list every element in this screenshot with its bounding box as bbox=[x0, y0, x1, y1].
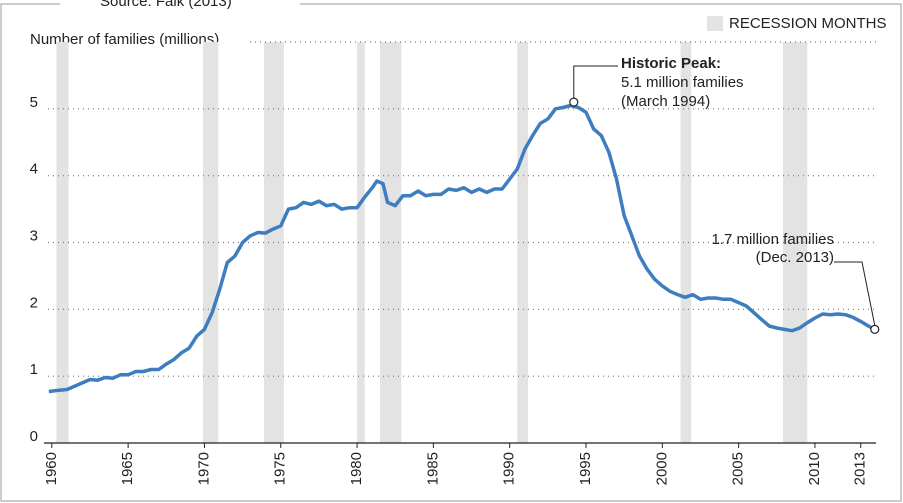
y-tick-label: 2 bbox=[30, 294, 38, 311]
x-tick-label: 1975 bbox=[272, 452, 289, 485]
legend-swatch bbox=[707, 16, 723, 31]
source: Source: Falk (2013) bbox=[100, 0, 232, 10]
y-tick-label: 1 bbox=[30, 361, 38, 378]
annotation-point bbox=[569, 97, 579, 107]
x-tick-label: 1970 bbox=[195, 452, 212, 485]
recession-band bbox=[680, 42, 692, 443]
annotation-text: Historic Peak: bbox=[621, 55, 721, 72]
recession-band bbox=[517, 42, 529, 443]
x-tick-label: 1980 bbox=[348, 452, 365, 485]
frame bbox=[0, 3, 902, 502]
recession-band bbox=[56, 42, 69, 443]
recession-band bbox=[357, 42, 365, 443]
leader-line bbox=[573, 65, 618, 99]
annotation-text: 1.7 million families bbox=[711, 231, 834, 248]
legend-label: RECESSION MONTHS bbox=[729, 15, 887, 32]
annotation-point bbox=[870, 324, 880, 334]
x-tick-label: 1965 bbox=[119, 452, 136, 485]
x-tick-label: 1985 bbox=[424, 452, 441, 485]
annotation-text: (March 1994) bbox=[621, 93, 710, 110]
x-tick-label: 2005 bbox=[730, 452, 747, 485]
recession-band bbox=[202, 42, 219, 443]
x-tick-label: 1990 bbox=[501, 452, 518, 485]
line bbox=[48, 103, 876, 394]
leader-line bbox=[834, 261, 876, 326]
y-axis-label: Number of families (millions) bbox=[30, 31, 219, 48]
y-tick-label: 3 bbox=[30, 227, 38, 244]
annotation-text: 5.1 million families bbox=[621, 74, 744, 91]
x-tick-label: 2013 bbox=[852, 452, 869, 485]
x-tick-label: 1995 bbox=[577, 452, 594, 485]
y-tick-label: 0 bbox=[30, 428, 38, 445]
y-tick-label: 5 bbox=[30, 94, 38, 111]
y-tick-label: 4 bbox=[30, 161, 38, 178]
source-backdrop bbox=[60, 0, 300, 12]
recession-band bbox=[379, 42, 402, 443]
x-tick-label: 1960 bbox=[43, 452, 60, 485]
annotation-text: (Dec. 2013) bbox=[756, 249, 834, 266]
x-tick-label: 2000 bbox=[653, 452, 670, 485]
x-tick-label: 2010 bbox=[806, 452, 823, 485]
